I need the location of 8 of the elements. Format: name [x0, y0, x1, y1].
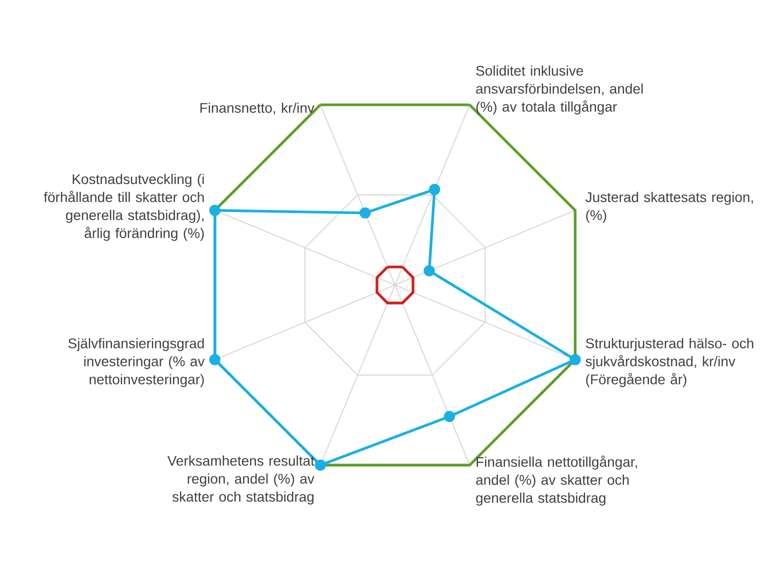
spoke-label: Strukturjusterad hälso- och sjukvårdskostnad, kr/inv (Föregående år) — [586, 338, 754, 388]
spoke-label: Soliditet inklusive ansvarsförbindelsen, andel (%) av totala tillgångar — [476, 65, 643, 115]
spoke-label: Självfinansieringsgrad investeringar (% av nettoinvesteringar) — [68, 338, 205, 388]
spoke-label: Finansnetto, kr/inv — [200, 102, 314, 115]
spoke-label: Justerad skattesats region, (%) — [586, 192, 753, 223]
spoke-label: Finansiella nettotillgångar, andel (%) av skatter och generella statsbidrag — [476, 455, 637, 506]
spoke-label: Kostnadsutveckling (i förhållande till skatter och generella statsbidrag), årlig förändring (%) — [44, 174, 204, 241]
spoke-label: Verksamhetens resultat region, andel (%) av skatter och statsbidrag — [167, 455, 314, 505]
